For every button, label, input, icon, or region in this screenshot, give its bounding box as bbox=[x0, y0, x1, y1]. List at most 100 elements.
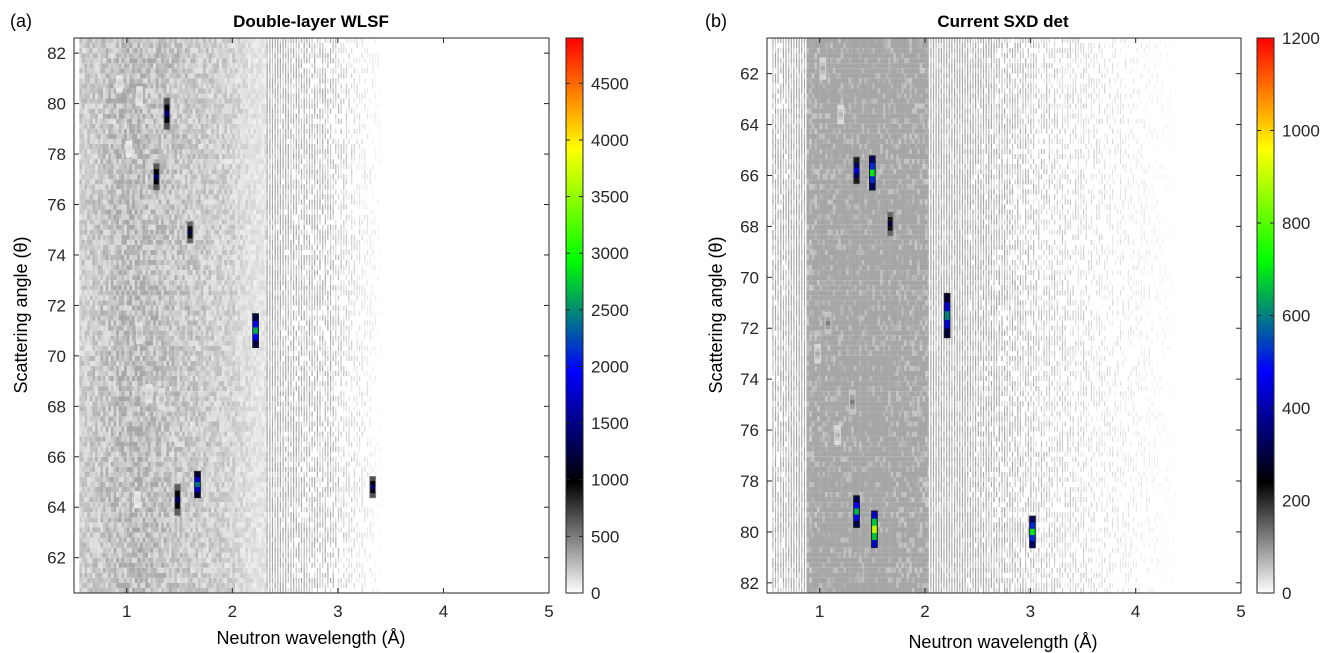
background-cell bbox=[87, 552, 90, 558]
background-cell bbox=[140, 416, 143, 422]
background-cell bbox=[171, 38, 175, 44]
background-cell bbox=[169, 391, 172, 397]
background-cell bbox=[81, 466, 85, 472]
background-cell bbox=[150, 426, 154, 432]
background-cell bbox=[121, 532, 125, 538]
background-cell bbox=[176, 224, 180, 230]
background-cell bbox=[155, 249, 159, 255]
background-cell bbox=[121, 340, 125, 346]
background-cell bbox=[147, 360, 151, 366]
background-cell bbox=[150, 451, 154, 457]
background-cell bbox=[142, 154, 146, 160]
background-cell bbox=[100, 209, 104, 215]
background-cell bbox=[150, 537, 154, 543]
background-cell bbox=[190, 73, 193, 79]
background-cell bbox=[140, 149, 143, 155]
background-cell bbox=[190, 572, 193, 578]
background-cell bbox=[126, 255, 130, 261]
background-cell bbox=[171, 466, 175, 472]
background-cell bbox=[105, 260, 109, 266]
background-cell bbox=[192, 108, 196, 114]
background-cell bbox=[89, 194, 93, 200]
background-cell bbox=[129, 98, 133, 104]
background-cell bbox=[110, 123, 114, 129]
background-cell bbox=[110, 239, 114, 245]
background-cell bbox=[171, 386, 175, 392]
background-cell bbox=[142, 234, 146, 240]
background-cell bbox=[171, 411, 175, 417]
background-cell bbox=[134, 572, 138, 578]
background-cell bbox=[124, 280, 127, 286]
background-cell bbox=[140, 406, 143, 412]
background-cell bbox=[134, 542, 138, 548]
background-cell bbox=[100, 466, 104, 472]
background-cell bbox=[137, 426, 141, 432]
background-cell bbox=[142, 577, 146, 583]
background-cell bbox=[105, 360, 109, 366]
background-cell bbox=[103, 386, 106, 392]
background-cell bbox=[142, 73, 146, 79]
background-cell bbox=[79, 280, 83, 286]
background-cell bbox=[89, 466, 93, 472]
background-cell bbox=[121, 108, 125, 114]
background-cell bbox=[142, 229, 146, 235]
background-cell bbox=[182, 588, 185, 594]
background-cell bbox=[97, 199, 101, 205]
background-cell bbox=[140, 249, 143, 255]
background-cell bbox=[87, 184, 90, 190]
background-cell bbox=[113, 300, 117, 306]
background-cell bbox=[121, 421, 125, 427]
background-cell bbox=[137, 295, 141, 301]
background-cell bbox=[92, 128, 96, 134]
background-cell bbox=[116, 572, 119, 578]
background-cell bbox=[169, 199, 172, 205]
background-cell bbox=[184, 255, 188, 261]
background-cell bbox=[184, 174, 188, 180]
background-cell bbox=[132, 366, 135, 372]
background-cell bbox=[113, 123, 117, 129]
background-cell bbox=[150, 371, 154, 377]
background-cell bbox=[190, 436, 193, 442]
background-cell bbox=[176, 128, 180, 134]
background-cell bbox=[110, 360, 114, 366]
background-cell bbox=[97, 582, 101, 588]
background-cell bbox=[137, 128, 141, 134]
background-cell bbox=[187, 133, 191, 139]
background-cell bbox=[163, 310, 167, 316]
background-cell bbox=[95, 265, 98, 271]
background-cell bbox=[79, 416, 83, 422]
background-cell bbox=[169, 396, 172, 402]
background-cell bbox=[198, 461, 201, 467]
background-cell bbox=[184, 381, 188, 387]
background-cell bbox=[134, 38, 138, 44]
background-cell bbox=[103, 431, 106, 437]
background-cell bbox=[190, 214, 193, 220]
background-cell bbox=[132, 103, 135, 109]
background-cell bbox=[166, 204, 170, 210]
background-cell bbox=[169, 492, 172, 498]
background-cell bbox=[179, 582, 183, 588]
background-cell bbox=[145, 244, 149, 250]
background-cell bbox=[89, 345, 93, 351]
background-cell bbox=[137, 562, 141, 568]
background-cell bbox=[92, 572, 96, 578]
background-cell bbox=[142, 164, 146, 170]
background-cell bbox=[184, 350, 188, 356]
background-cell bbox=[92, 446, 96, 452]
background-cell bbox=[92, 588, 96, 594]
background-cell bbox=[116, 58, 119, 64]
background-cell bbox=[81, 103, 85, 109]
background-cell bbox=[118, 128, 122, 134]
background-cell bbox=[182, 123, 185, 129]
background-cell bbox=[132, 507, 135, 513]
background-cell bbox=[121, 512, 125, 518]
background-cell bbox=[176, 154, 180, 160]
background-cell bbox=[142, 280, 146, 286]
background-cell bbox=[161, 416, 164, 422]
background-cell bbox=[84, 128, 88, 134]
background-cell bbox=[110, 265, 114, 271]
background-cell bbox=[81, 244, 85, 250]
background-cell bbox=[179, 562, 183, 568]
background-cell bbox=[140, 144, 143, 150]
background-cell bbox=[192, 255, 196, 261]
